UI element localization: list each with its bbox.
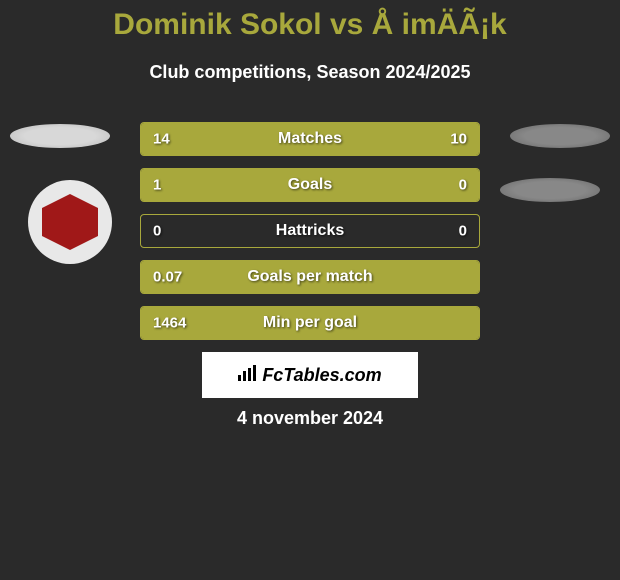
stat-label: Hattricks <box>276 222 344 240</box>
stat-bar-right <box>411 169 479 201</box>
stat-value-left: 1464 <box>153 315 186 332</box>
stat-value-left: 0 <box>153 223 161 240</box>
stat-value-left: 0.07 <box>153 269 182 286</box>
stat-value-right: 10 <box>450 131 467 148</box>
stat-row: 0.07 Goals per match <box>140 260 480 294</box>
comparison-title: Dominik Sokol vs Å imÄÃ¡k <box>0 0 620 42</box>
stat-value-left: 1 <box>153 177 161 194</box>
stat-label: Min per goal <box>263 314 357 332</box>
stat-label: Goals per match <box>247 268 372 286</box>
stat-value-right: 0 <box>459 177 467 194</box>
comparison-subtitle: Club competitions, Season 2024/2025 <box>0 62 620 83</box>
stat-value-right: 0 <box>459 223 467 240</box>
stat-label: Matches <box>278 130 342 148</box>
stat-label: Goals <box>288 176 332 194</box>
stat-row: 14 Matches 10 <box>140 122 480 156</box>
player1-club-badge <box>28 180 112 264</box>
stats-container: 14 Matches 10 1 Goals 0 0 Hattricks 0 0.… <box>140 122 480 352</box>
stat-value-left: 14 <box>153 131 170 148</box>
chart-icon <box>238 365 258 386</box>
player1-avatar <box>10 124 110 148</box>
stat-bar-left <box>141 169 411 201</box>
stat-row: 1 Goals 0 <box>140 168 480 202</box>
player2-avatar <box>510 124 610 148</box>
comparison-date: 4 november 2024 <box>0 408 620 429</box>
stat-row: 0 Hattricks 0 <box>140 214 480 248</box>
attribution-label: FcTables.com <box>262 365 381 386</box>
stat-row: 1464 Min per goal <box>140 306 480 340</box>
player2-club-badge <box>500 178 600 202</box>
attribution-box: FcTables.com <box>202 352 418 398</box>
